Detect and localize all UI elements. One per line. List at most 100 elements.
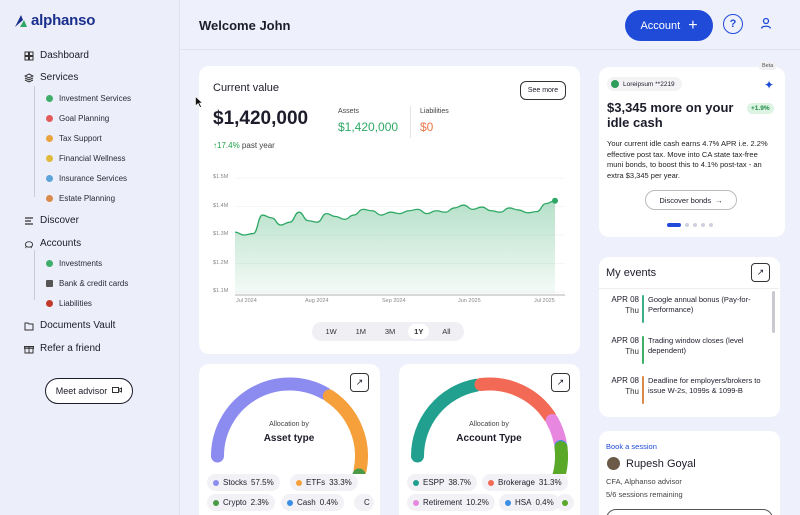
sidebar-subitem-estate-planning[interactable]: Estate Planning (46, 194, 115, 203)
events-scrollbar[interactable] (772, 291, 775, 333)
arrow-up-icon: ↑ (213, 141, 217, 150)
carousel-dot[interactable] (685, 223, 689, 227)
event-date: APR 08 (611, 336, 639, 345)
legend-label: ETFs (306, 478, 326, 487)
carousel-dot[interactable] (701, 223, 705, 227)
sidebar-item-accounts[interactable]: Accounts (24, 238, 81, 249)
legend-label: Crypto (223, 498, 247, 507)
book-session-button[interactable] (606, 509, 773, 515)
arrow-up-right-icon: ↗ (355, 377, 364, 387)
x-tick-label: Jun 2025 (458, 298, 481, 304)
help-button[interactable]: ? (723, 14, 743, 34)
services-tree-line (34, 86, 35, 197)
chart-up-icon (46, 260, 53, 267)
top-header: Welcome John Account + ? (181, 0, 800, 50)
sidebar-subitem-financial-wellness[interactable]: Financial Wellness (46, 154, 126, 163)
y-tick-label: $1.3M (213, 231, 229, 237)
brand-logo[interactable]: alphanso (14, 12, 95, 29)
event-item[interactable]: APR 08 Thu Google annual bonus (Pay-for-… (607, 295, 775, 323)
carousel-dot[interactable] (667, 223, 681, 227)
divider (599, 288, 779, 289)
sidebar-item-refer-a-friend[interactable]: Refer a friend (24, 343, 101, 354)
sidebar-subitem-investment-services[interactable]: Investment Services (46, 94, 131, 103)
sidebar-subitem-insurance-services[interactable]: Insurance Services (46, 174, 127, 183)
range-all-button[interactable]: All (442, 327, 451, 336)
sessions-remaining: 5/6 sessions remaining (606, 490, 683, 499)
legend-percent: 2.3% (250, 498, 269, 507)
brand-name: alphanso (31, 12, 96, 29)
book-session-link[interactable]: Book a session (606, 442, 657, 451)
account-chip-label: Loreipsum **2219 (623, 80, 675, 88)
sidebar-item-label: Documents Vault (40, 320, 116, 331)
sidebar-subitem-label: Insurance Services (59, 174, 128, 183)
legend-chip-truncated: C (354, 494, 374, 511)
dollar-icon (46, 300, 53, 307)
sidebar-item-dashboard[interactable]: Dashboard (24, 50, 89, 61)
open-events-button[interactable]: ↗ (751, 263, 770, 282)
legend-chip-cash: Cash 0.4% (281, 494, 344, 511)
credit-card-icon (46, 280, 53, 287)
event-item[interactable]: APR 08 Thu Trading window closes (level … (607, 336, 775, 364)
latest-value-point[interactable] (552, 197, 558, 204)
legend-dot (296, 479, 302, 486)
promo-title: $3,345 more on your idle cash (607, 100, 734, 130)
allocation-account-type-card: ↗ Allocation by Account Type ESPP 38.7% … (399, 364, 580, 515)
sidebar-item-label: Services (40, 72, 79, 83)
x-tick-label: Sep 2024 (382, 298, 406, 304)
carousel-dot[interactable] (709, 223, 713, 227)
carousel-dot[interactable] (693, 223, 697, 227)
divider (410, 106, 411, 138)
sidebar-subitem-label: Financial Wellness (59, 154, 126, 163)
account-type-gauge (411, 377, 568, 474)
shield-icon (46, 175, 53, 182)
event-item[interactable]: APR 08 Thu Deadline for employers/broker… (607, 376, 775, 404)
open-asset-allocation-button[interactable]: ↗ (350, 373, 369, 392)
legend-chip-espp: ESPP 38.7% (407, 474, 478, 491)
sidebar-item-services[interactable]: Services (24, 72, 78, 83)
x-tick-label: Aug 2024 (305, 298, 329, 304)
see-more-button[interactable]: See more (520, 81, 566, 100)
legend-label: Retirement (423, 498, 463, 507)
assets-label: Assets (338, 108, 360, 115)
discover-bonds-button[interactable]: Discover bonds → (645, 190, 737, 210)
range-1m-button[interactable]: 1M (355, 327, 366, 336)
net-worth-amount: $1,420,000 (213, 108, 309, 129)
legend-percent: 57.5% (251, 478, 274, 487)
sidebar-subitem-tax-support[interactable]: Tax Support (46, 134, 102, 143)
sidebar-item-label: Accounts (40, 238, 82, 249)
sidebar-item-documents-vault[interactable]: Documents Vault (24, 320, 115, 331)
meet-advisor-button[interactable]: Meet advisor (45, 378, 133, 404)
gauge-segment[interactable] (211, 377, 332, 463)
account-logo-icon (611, 80, 619, 88)
meet-advisor-label: Meet advisor (55, 386, 108, 396)
sidebar-subitem-goal-planning[interactable]: Goal Planning (46, 114, 109, 123)
account-button[interactable]: Account + (625, 10, 713, 41)
range-1w-button[interactable]: 1W (325, 327, 337, 336)
profile-button[interactable] (756, 14, 776, 34)
scroll-icon (46, 195, 53, 202)
gauge-segment[interactable] (411, 378, 483, 463)
menu-icon (24, 216, 34, 226)
range-3m-button[interactable]: 3M (384, 327, 396, 336)
arrow-up-right-icon: ↗ (556, 377, 565, 387)
gauge-segment[interactable] (474, 377, 557, 423)
sidebar-subitem-label: Goal Planning (59, 114, 110, 123)
x-tick-label: Jul 2024 (236, 298, 257, 304)
allocation-asset-type-card: ↗ Allocation by Asset type Stocks 57.5% … (199, 364, 380, 515)
sidebar-subitem-liabilities[interactable]: Liabilities (46, 299, 92, 308)
y-tick-label: $1.5M (213, 174, 229, 180)
grid-icon (24, 51, 34, 61)
sidebar-subitem-investments[interactable]: Investments (46, 259, 102, 268)
liabilities-summary: Liabilities $0 (420, 108, 449, 134)
gauge-segment[interactable] (551, 441, 568, 474)
open-account-allocation-button[interactable]: ↗ (551, 373, 570, 392)
gauge-segment[interactable] (322, 389, 368, 474)
legend-chip-retirement: Retirement 10.2% (407, 494, 495, 511)
assets-summary: Assets $1,420,000 (338, 108, 398, 134)
event-text: Google annual bonus (Pay-for-Performance… (648, 295, 751, 314)
avatar (607, 457, 620, 470)
sidebar-subitem-bank-credit-cards[interactable]: Bank & credit cards (46, 279, 128, 288)
range-1y-button[interactable]: 1Y (408, 324, 430, 339)
sidebar-item-discover[interactable]: Discover (24, 215, 79, 226)
series-line (235, 200, 556, 236)
